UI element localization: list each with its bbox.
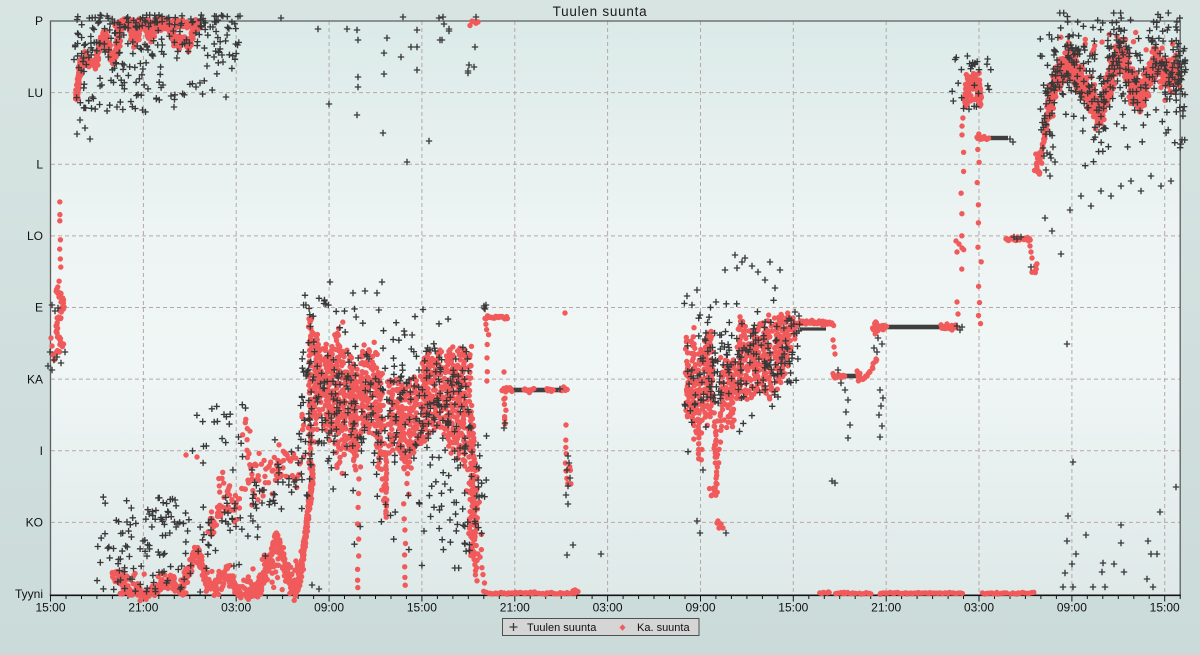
svg-text:Tyyni: Tyyni	[15, 587, 43, 601]
svg-text:L: L	[36, 157, 43, 171]
svg-text:Ka. suunta: Ka. suunta	[637, 622, 690, 634]
svg-text:15:00: 15:00	[407, 601, 437, 615]
svg-text:P: P	[35, 14, 43, 28]
svg-text:LO: LO	[27, 229, 43, 243]
svg-text:Tuulen suunta: Tuulen suunta	[527, 622, 597, 634]
svg-text:09:00: 09:00	[1057, 601, 1087, 615]
svg-text:03:00: 03:00	[964, 601, 994, 615]
svg-text:15:00: 15:00	[35, 601, 65, 615]
svg-text:Tuulen suunta: Tuulen suunta	[553, 4, 648, 19]
svg-text:15:00: 15:00	[778, 601, 808, 615]
svg-text:LU: LU	[28, 86, 43, 100]
svg-text:21:00: 21:00	[871, 601, 901, 615]
svg-text:09:00: 09:00	[685, 601, 715, 615]
svg-text:03:00: 03:00	[593, 601, 623, 615]
svg-text:21:00: 21:00	[500, 601, 530, 615]
svg-text:09:00: 09:00	[314, 601, 344, 615]
svg-text:E: E	[35, 301, 43, 315]
svg-text:KO: KO	[26, 516, 43, 530]
svg-text:03:00: 03:00	[221, 601, 251, 615]
svg-text:15:00: 15:00	[1150, 601, 1180, 615]
svg-text:21:00: 21:00	[128, 601, 158, 615]
svg-text:KA: KA	[27, 372, 43, 386]
svg-text:I: I	[40, 444, 43, 458]
